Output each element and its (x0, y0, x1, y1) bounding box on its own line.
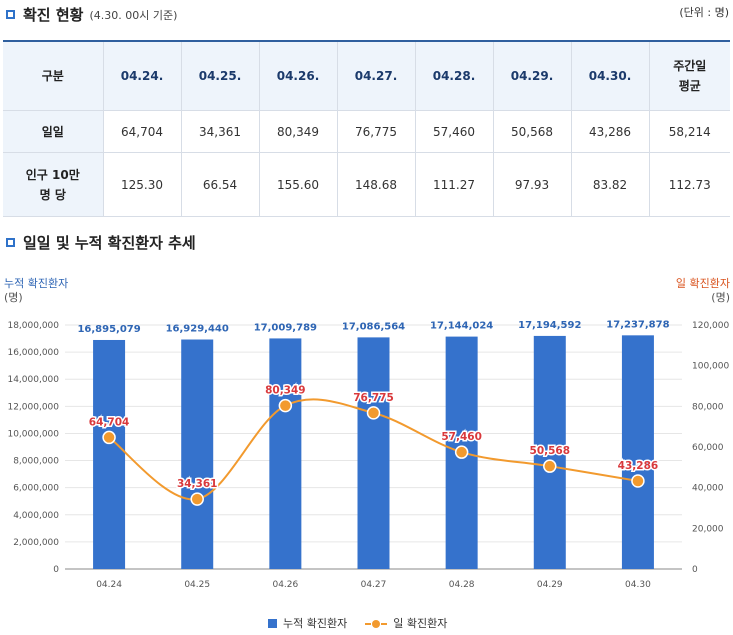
line-data-label: 50,568 (530, 445, 571, 457)
bar-data-label: 17,144,024 (430, 321, 493, 332)
table-row-label: 일일 (3, 110, 104, 153)
table-header-cell: 04.24. (102, 40, 182, 111)
bar-data-label: 17,237,878 (606, 319, 669, 330)
table-cell: 34,361 (180, 110, 260, 153)
left-axis-unit: (명) (4, 291, 23, 304)
right-axis-tick-label: 20,000 (692, 524, 724, 534)
table-cell: 155.60 (258, 152, 338, 217)
line-point-daily (543, 459, 557, 473)
x-axis-tick-label: 04.27 (361, 580, 387, 590)
table-cell: 111.27 (414, 152, 494, 217)
line-point-daily (454, 445, 469, 459)
x-axis-tick-label: 04.29 (537, 580, 563, 590)
left-axis-tick-label: 6,000,000 (13, 484, 59, 494)
x-axis-tick-label: 04.24 (96, 580, 122, 590)
line-data-label: 80,349 (265, 385, 306, 397)
line-point-daily (278, 398, 293, 413)
right-axis-tick-label: 120,000 (692, 321, 729, 331)
x-axis-tick-label: 04.30 (625, 580, 651, 590)
table-cell: 50,568 (492, 110, 572, 153)
unit-label: (단위 : 명) (679, 6, 729, 19)
table-cell: 80,349 (258, 110, 338, 153)
table-row-per100k: 인구 10만 명 당 125.30 66.54 155.60 148.68 111.27 9… (3, 152, 730, 217)
status-table: 구분 04.24. 04.25. 04.26. 04.27. 04.28. 04.29. 04… (3, 40, 730, 217)
legend-bar-swatch (268, 618, 277, 628)
left-axis-tick-label: 10,000,000 (7, 429, 59, 439)
bar-data-label: 16,895,079 (77, 324, 140, 335)
legend-item-cumulative: 누적 확진환자 (283, 617, 348, 630)
right-axis-title-text: 일 확진환자 (675, 277, 730, 290)
table-header-cell: 04.25. (180, 40, 260, 111)
table-cell: 66.54 (180, 152, 260, 217)
table-header-cell: 04.26. (258, 40, 338, 111)
left-axis-tick-label: 0 (53, 565, 59, 575)
status-subtitle: (4.30. 00시 기준) (89, 8, 178, 22)
right-axis-tick-label: 0 (692, 565, 698, 575)
bar-cumulative (181, 339, 214, 569)
table-cell: 58,214 (648, 110, 730, 153)
table-cell: 125.30 (102, 152, 182, 217)
line-point-daily (102, 430, 116, 445)
left-axis-title: 누적 확진환자 (명) (4, 277, 68, 305)
left-axis-tick-label: 12,000,000 (7, 402, 59, 412)
table-header-cell: 04.27. (336, 40, 416, 111)
right-axis-tick-label: 40,000 (692, 484, 724, 494)
line-point-daily (366, 406, 381, 420)
bar-data-label: 16,929,440 (166, 324, 229, 335)
left-axis-tick-label: 16,000,000 (7, 348, 59, 358)
left-axis-tick-label: 18,000,000 (7, 321, 59, 331)
line-data-label: 34,361 (177, 478, 218, 490)
trend-title: 일일 및 누적 확진환자 추세 (23, 234, 196, 252)
table-cell: 148.68 (336, 152, 416, 217)
line-data-label: 43,286 (618, 460, 659, 472)
table-cell: 83.82 (570, 152, 650, 217)
right-axis-title: 일 확진환자 (명) (676, 277, 730, 305)
table-header-cell: 04.30. (570, 40, 650, 111)
section-header-trend: 일일 및 누적 확진환자 추세 (6, 232, 196, 253)
line-data-label: 57,460 (441, 431, 482, 443)
legend-line-swatch (365, 619, 388, 628)
square-bullet-icon (6, 238, 15, 247)
table-header-cell: 04.28. (414, 40, 494, 111)
table-header-cell: 주간일 평균 (648, 40, 730, 111)
table-header-cell: 04.29. (492, 40, 572, 111)
bar-cumulative (93, 339, 126, 569)
table-cell: 57,460 (414, 110, 494, 153)
bar-data-label: 17,009,789 (254, 322, 317, 333)
section-header-status: 확진 현황 (4.30. 00시 기준) (6, 4, 177, 25)
bar-data-label: 17,086,564 (342, 321, 405, 332)
status-title: 확진 현황 (23, 6, 84, 24)
table-row-daily: 일일 64,704 34,361 80,349 76,775 57,460 50,568 43… (3, 110, 730, 153)
left-axis-tick-label: 4,000,000 (13, 511, 59, 521)
left-axis-title-text: 누적 확진환자 (4, 277, 69, 290)
table-header-label: 구분 (3, 40, 104, 111)
table-cell: 76,775 (336, 110, 416, 153)
right-axis-unit: (명) (711, 291, 730, 304)
square-bullet-icon (6, 10, 15, 19)
x-axis-tick-label: 04.25 (184, 580, 210, 590)
line-data-label: 64,704 (89, 416, 130, 428)
table-cell: 112.73 (648, 152, 730, 217)
line-point-daily (190, 492, 204, 506)
line-point-daily (631, 474, 645, 488)
right-axis-tick-label: 100,000 (692, 362, 729, 372)
left-axis-tick-label: 8,000,000 (13, 457, 59, 467)
line-data-label: 76,775 (353, 392, 394, 404)
left-axis-tick-label: 2,000,000 (13, 538, 59, 548)
chart-legend: 누적 확진환자 일 확진환자 (268, 615, 447, 631)
bar-cumulative (269, 338, 302, 569)
x-axis-tick-label: 04.26 (272, 580, 298, 590)
bar-cumulative (357, 337, 390, 569)
left-axis-tick-label: 14,000,000 (7, 375, 59, 385)
legend-item-daily: 일 확진환자 (393, 617, 448, 630)
table-header-row: 구분 04.24. 04.25. 04.26. 04.27. 04.28. 04.29. 04… (3, 40, 730, 111)
bar-cumulative (533, 335, 566, 569)
bar-cumulative (621, 335, 654, 569)
right-axis-tick-label: 80,000 (692, 402, 724, 412)
x-axis-tick-label: 04.28 (449, 580, 475, 590)
bar-data-label: 17,194,592 (518, 320, 581, 331)
right-axis-tick-label: 60,000 (692, 443, 724, 453)
